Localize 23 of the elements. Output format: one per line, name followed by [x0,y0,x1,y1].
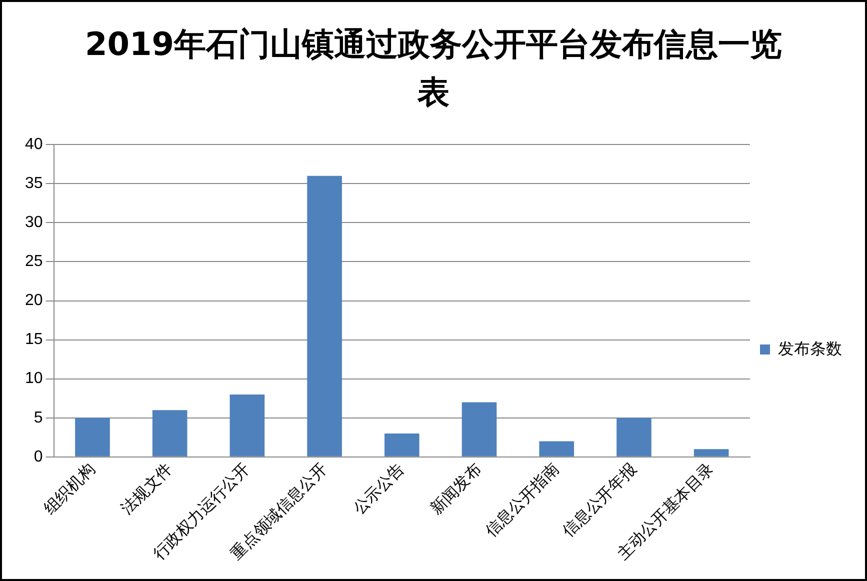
bar [694,449,729,456]
y-tick-label: 5 [34,409,43,426]
bar [307,176,342,456]
x-tick-label: 法规文件 [118,460,176,518]
y-tick-label: 25 [25,253,43,270]
bar [152,410,188,456]
bar [384,433,420,456]
y-tick-label: 20 [25,292,43,310]
bar [539,441,574,456]
bar [75,418,110,456]
bar [230,394,265,456]
x-tick-label: 组织机构 [40,460,98,518]
bar [616,418,652,456]
y-tick-label: 0 [34,448,43,466]
chart-title: 2019年石门山镇通过政务公开平台发布信息一览表 [84,24,784,113]
bar [462,402,497,456]
legend-label: 发布条数 [778,340,842,358]
x-tick-label: 公示公告 [350,460,408,518]
y-tick-label: 15 [25,331,43,348]
y-tick-label: 40 [25,136,43,154]
y-tick-label: 10 [25,370,43,388]
y-tick-label: 35 [25,175,43,192]
y-tick-label: 30 [25,214,43,232]
